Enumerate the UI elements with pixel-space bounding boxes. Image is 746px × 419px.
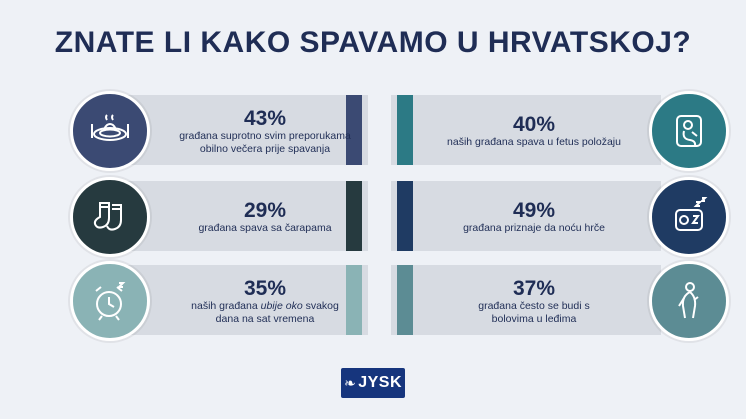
- alarm-clock-icon: [95, 282, 126, 321]
- stat-accent: [346, 265, 362, 335]
- stat-description-line: građana suprotno svim preporukama: [179, 129, 351, 142]
- stat-description-line: građana priznaje da noću hrče: [463, 222, 605, 234]
- stat-bar: [391, 265, 661, 335]
- stat-bar: [391, 181, 661, 251]
- stat-accent: [346, 95, 362, 165]
- socks-icon: [93, 202, 122, 231]
- bird-icon: ❧: [343, 374, 357, 391]
- stat-percent: 29%: [243, 199, 287, 222]
- stat-accent: [397, 181, 413, 251]
- stat-card-lost-sleep: 35% naših građana ubije oko svakog dana …: [70, 261, 368, 341]
- stat-card-dinner: 43% građana suprotno svim preporukama ob…: [70, 91, 368, 171]
- icon-badge: [649, 91, 729, 171]
- jysk-logo: ❧ JYSK: [341, 368, 405, 398]
- stat-accent: [397, 95, 413, 165]
- stat-accent: [397, 265, 413, 335]
- snoring-icon: [675, 197, 708, 231]
- sleeping-person-icon: [676, 115, 702, 147]
- stat-percent: 40%: [512, 113, 556, 136]
- stat-description-line: građana često se budi s: [478, 299, 590, 312]
- stat-description-line: naših građana spava u fetus položaju: [447, 136, 621, 148]
- stat-description-line: naših građana ubije oko svakog: [191, 299, 339, 312]
- stat-description-line: građana spava sa čarapama: [198, 222, 332, 234]
- back-pain-icon: [678, 282, 699, 319]
- stat-percent: 49%: [512, 199, 556, 222]
- stat-card-socks: 29% građana spava sa čarapama: [70, 177, 368, 257]
- stat-bar: [391, 95, 661, 165]
- stat-accent: [346, 181, 362, 251]
- page-title: ZNATE LI KAKO SPAVAMO U HRVATSKOJ?: [54, 26, 692, 59]
- stat-percent: 35%: [243, 276, 287, 300]
- icon-badge: [649, 261, 729, 341]
- stat-description-line: bolovima u leđima: [491, 312, 577, 325]
- stat-percent: 43%: [243, 106, 287, 130]
- logo-text: JYSK: [358, 374, 403, 391]
- icon-badge: [70, 261, 150, 341]
- icon-badge: [70, 91, 150, 171]
- stat-card-snoring: 49% građana priznaje da noću hrče: [391, 177, 729, 257]
- icon-badge: [70, 177, 150, 257]
- stat-card-fetal-position: 40% naših građana spava u fetus položaju: [391, 91, 729, 171]
- icon-badge: [649, 177, 729, 257]
- plate-icon: [91, 114, 129, 141]
- stat-card-back-pain: 37% građana često se budi s bolovima u l…: [391, 261, 729, 341]
- stat-percent: 37%: [512, 276, 556, 300]
- stat-description-line: obilno večera prije spavanja: [199, 142, 331, 155]
- stat-description-line: dana na sat vremena: [215, 312, 315, 325]
